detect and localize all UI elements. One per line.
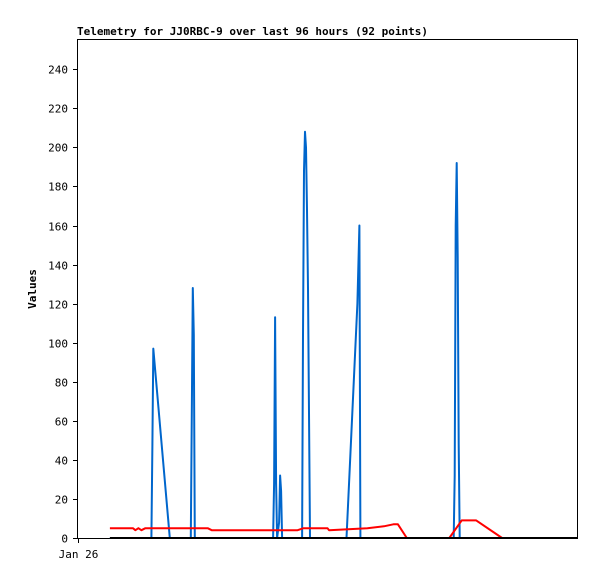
y-axis-label: Values [26, 269, 39, 309]
y-axis-ticks: 0 20 40 60 80 100 120 140 160 180 200 220 240 [48, 64, 78, 546]
y-tick-label: 20 [55, 494, 68, 507]
y-tick-label: 120 [48, 299, 68, 312]
y-tick-label: 40 [55, 455, 68, 468]
y-tick-label: 200 [48, 142, 68, 155]
chart-title: Telemetry for JJ0RBC-9 over last 96 hour… [77, 25, 428, 38]
y-tick-label: 140 [48, 260, 68, 273]
x-axis-ticks: Jan 26 [59, 538, 99, 561]
plot-frame [77, 39, 578, 539]
y-tick-label: 0 [61, 533, 68, 546]
y-tick-label: 60 [55, 416, 68, 429]
y-tick-label: 80 [55, 377, 68, 390]
series-line-1 [109, 519, 577, 539]
y-tick-label: 100 [48, 338, 68, 351]
series-line-0 [109, 130, 577, 539]
y-tick-label: 220 [48, 103, 68, 116]
series-layer [109, 130, 577, 539]
y-tick-label: 180 [48, 181, 68, 194]
x-tick-label: Jan 26 [59, 548, 99, 561]
y-tick-label: 160 [48, 221, 68, 234]
y-tick-label: 240 [48, 64, 68, 77]
